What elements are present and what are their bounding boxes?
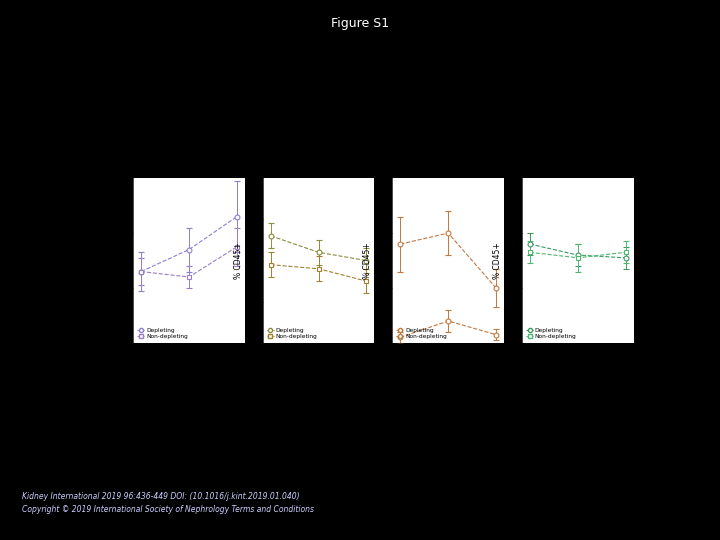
Y-axis label: % CD45+: % CD45+ bbox=[492, 242, 502, 279]
Text: Graphs depicting the evolution over time of the percentages of NK, B , and CD8⁺ : Graphs depicting the evolution over time… bbox=[124, 406, 518, 434]
Text: Kidney International 2019 96:436-449 DOI: (10.1016/j.kint.2019.01.040): Kidney International 2019 96:436-449 DOI… bbox=[22, 492, 300, 501]
Y-axis label: % CD45+: % CD45+ bbox=[363, 242, 372, 279]
Y-axis label: % CD45+: % CD45+ bbox=[109, 242, 118, 279]
Legend: Depleting, Non-depleting: Depleting, Non-depleting bbox=[525, 326, 577, 340]
Text: Supplementary Figure S1 Changes in dendritic, NK, B , and CD8⁺ T cell subsets po: Supplementary Figure S1 Changes in dendr… bbox=[124, 375, 530, 389]
Text: Copyright © 2019 International Society of Nephrology Terms and Conditions: Copyright © 2019 International Society o… bbox=[22, 505, 314, 514]
Title: B cells: B cells bbox=[432, 166, 464, 176]
Text: Months after Transplant: Months after Transplant bbox=[363, 354, 469, 363]
Title: NK cells: NK cells bbox=[300, 166, 338, 176]
Text: Supplementary Figure S1: Supplementary Figure S1 bbox=[552, 35, 711, 45]
Title: DCs: DCs bbox=[179, 166, 199, 176]
Legend: Depleting, Non-depleting: Depleting, Non-depleting bbox=[266, 326, 318, 340]
Legend: Depleting, Non-depleting: Depleting, Non-depleting bbox=[395, 326, 448, 340]
Title: CD8⁺ T Cells: CD8⁺ T Cells bbox=[547, 166, 608, 176]
Y-axis label: % CD45+: % CD45+ bbox=[234, 242, 243, 279]
Text: Figure S1: Figure S1 bbox=[331, 17, 389, 30]
Legend: Depleting, Non-depleting: Depleting, Non-depleting bbox=[136, 326, 189, 340]
